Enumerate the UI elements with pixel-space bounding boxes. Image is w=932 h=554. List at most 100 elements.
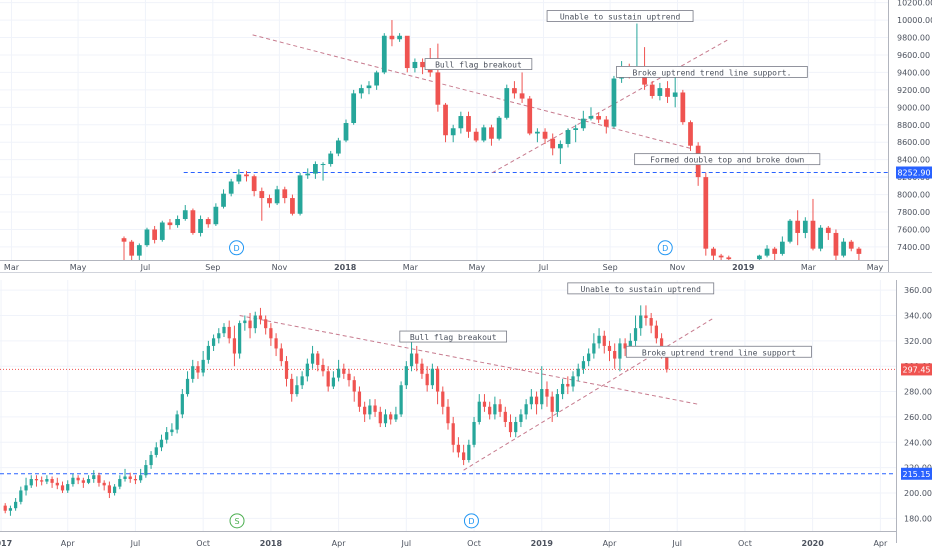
candle-body [841,241,846,256]
candle-body [213,206,219,225]
candle-body [206,345,210,360]
candle-body [810,220,816,249]
annotation-box [567,282,715,295]
candle-body [420,61,425,68]
candle-body [633,328,638,341]
candle-body [618,343,622,359]
plot-area [121,20,888,260]
candle-body [659,338,664,351]
candle-body [221,193,226,207]
trend-line [252,34,691,149]
annotation-label: Unable to sustain uptrend [581,285,702,294]
x-tick-label: Jul [130,539,141,548]
candle-body [550,138,556,149]
candle-body [764,248,770,256]
candle-body [519,414,523,422]
candle-body [236,174,242,182]
candle-body [381,35,387,73]
candle-body [198,218,203,233]
candle-body [118,479,122,487]
candle-body [228,181,234,194]
candle-body [175,218,180,226]
candle-body [191,366,195,379]
x-tick-label: Oct [467,539,481,548]
candle-body [542,131,548,139]
x-tick-label: Jul [400,539,411,548]
candle-body [571,376,575,387]
candle-body [238,323,242,354]
candle-body [227,326,231,339]
candle-body [123,476,127,480]
candle-body [519,93,525,99]
candle-body [66,484,70,491]
plot-area [0,305,896,516]
annotation-label: Unable to sustain uptrend [560,13,681,22]
x-tick-label: Sep [205,263,220,272]
candle-body [136,245,142,256]
y-tick-label: 340.00 [904,311,932,320]
event-marker-label: D [233,244,239,253]
candle-body [649,84,655,96]
candle-body [441,391,445,407]
x-tick-label: Apr [61,539,76,548]
y-tick-label: 8800.00 [897,121,930,130]
candle-body [602,335,606,346]
event-marker [229,513,245,529]
candle-body [404,366,408,386]
annotation-label: Bull flag breakout [410,333,497,342]
candle-body [295,385,299,395]
bottom-panel: 180.00200.00220.00240.00260.00280.00300.… [0,280,932,548]
candle-body [243,320,247,324]
candle-body [848,241,854,249]
candle-body [326,371,330,387]
x-tick-label: Mar [403,263,419,272]
candle-body [425,373,429,386]
candle-body [232,338,237,354]
candle-body [818,227,824,249]
candle-body [347,373,351,381]
candle-body [374,72,380,86]
x-tick-label: May [469,263,486,272]
candle-body [649,318,653,326]
x-tick-label: Apr [332,539,347,548]
candle-body [856,248,862,254]
event-marker-label: D [662,244,668,253]
candle-body [613,350,617,359]
candle-body [335,140,341,154]
price-tag-box [901,363,932,376]
candle-body [611,78,617,127]
candle-body [331,377,336,387]
y-tick-label: 7800.00 [897,208,930,217]
trend-line [239,315,699,405]
candle-body [779,241,785,254]
candle-body [297,175,303,214]
candle-body [389,35,395,40]
candle-body [45,479,49,482]
candle-body [14,501,18,509]
candle-body [358,88,364,94]
candle-body [92,475,96,480]
candle-body [399,385,403,415]
candle-body [50,479,54,483]
candle-body [833,232,839,256]
candle-body [29,479,33,486]
candle-body [86,479,91,483]
candle-body [435,368,440,392]
candle-body [55,482,59,486]
candle-body [313,164,318,174]
candle-body [253,315,257,329]
event-marker-label: S [234,517,239,526]
candle-body [81,480,85,483]
candle-body [467,444,471,461]
x-tick-label: 2020 [802,539,825,548]
annotation-label: Bull flag breakout [435,61,522,70]
candle-body [34,479,39,481]
y-tick-label: 10200.00 [897,0,932,8]
candle-body [394,414,398,420]
candle-body [267,198,272,204]
candle-body [357,391,362,407]
candle-body [165,432,169,440]
candle-body [489,127,494,139]
candle-body [3,505,7,511]
